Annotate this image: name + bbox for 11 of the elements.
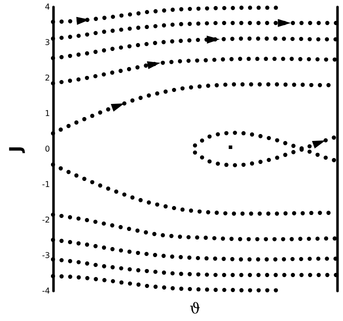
x-axis-title: ϑ [190,300,201,318]
y-tick-label: 4 [44,2,50,12]
y-tick-label: 2 [44,74,50,82]
y-tick-label: -1 [42,180,50,189]
y-tick-label: 3 [44,38,50,47]
y-tick-label: 1 [44,109,50,118]
y-tick-label: -2 [42,216,50,224]
y-axis-title: J [6,146,26,154]
y-tick-label: -4 [42,286,50,296]
y-tick-label: 0 [44,144,50,154]
y-tick-label: -3 [42,251,50,260]
